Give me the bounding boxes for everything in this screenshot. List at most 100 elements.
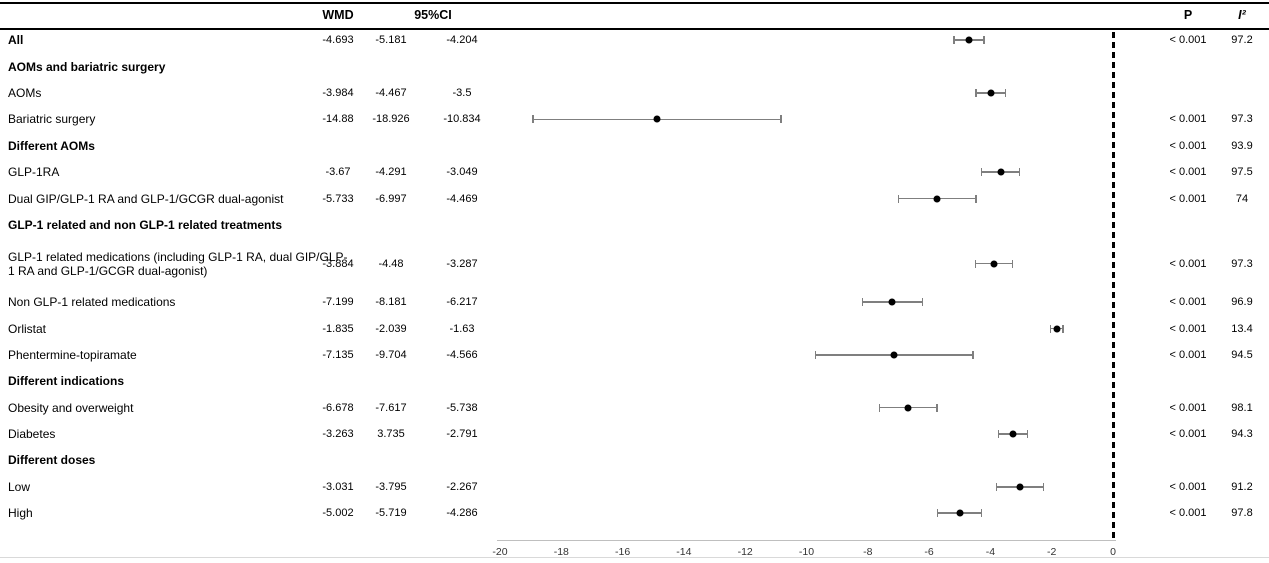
i2-value: 94.5 xyxy=(1231,348,1253,361)
ci-high-value: -10.834 xyxy=(443,113,481,126)
header-rule xyxy=(0,28,1269,30)
i2-value: 13.4 xyxy=(1231,322,1253,335)
ci-high-value: -4.566 xyxy=(446,348,478,361)
column-header-i2: I² xyxy=(1238,8,1246,22)
point-estimate-dot xyxy=(965,36,973,44)
p-value: < 0.001 xyxy=(1169,257,1207,270)
ci-high-value: -5.738 xyxy=(446,401,478,414)
wmd-value: -3.984 xyxy=(322,86,354,99)
ci-cap-left xyxy=(936,509,939,518)
row-label: Phentermine-topiramate xyxy=(8,347,137,362)
p-value: < 0.001 xyxy=(1169,322,1207,335)
forest-row: All -4.693 -5.181 -4.204 < 0.001 97.2 xyxy=(0,27,1269,53)
ci-cap-right xyxy=(972,350,974,359)
ci-low-value: -4.48 xyxy=(378,257,404,270)
row-label: Non GLP-1 related medications xyxy=(8,295,176,310)
wmd-value: -3.67 xyxy=(325,166,351,179)
ci-high-value: -3.5 xyxy=(452,86,472,99)
i2-value: 74 xyxy=(1235,192,1249,205)
forest-row: Orlistat -1.835 -2.039 -1.63 < 0.001 13.4 xyxy=(0,315,1269,341)
p-value: < 0.001 xyxy=(1169,480,1207,493)
wmd-value: -7.135 xyxy=(322,348,354,361)
wmd-value: -5.002 xyxy=(322,507,354,520)
ci-cap-left xyxy=(897,194,900,203)
ci-cap-left xyxy=(995,482,998,491)
ci-cap-left xyxy=(980,168,983,177)
ci-high-value: -3.049 xyxy=(446,166,478,179)
column-header-p: P xyxy=(1183,8,1193,22)
p-value: < 0.001 xyxy=(1169,166,1207,179)
subgroup-heading: Different AOMs xyxy=(8,138,95,153)
ci-low-value: 3.735 xyxy=(377,428,405,441)
forest-row: Bariatric surgery -14.88 -18.926 -10.834 < 0… xyxy=(0,106,1269,132)
x-tick-label: -12 xyxy=(737,546,753,558)
ci-high-value: -3.287 xyxy=(446,257,478,270)
row-label: AOMs xyxy=(8,85,42,100)
ci-cap-right xyxy=(780,115,782,124)
forest-row: AOMs and bariatric surgery xyxy=(0,53,1269,79)
ci-high-value: -4.469 xyxy=(446,192,478,205)
row-label: Obesity and overweight xyxy=(8,400,134,415)
subgroup-heading: Different indications xyxy=(8,374,125,389)
i2-value: 94.3 xyxy=(1231,428,1253,441)
wmd-value: -6.678 xyxy=(322,401,354,414)
i2-value: 98.1 xyxy=(1231,401,1253,414)
top-rule xyxy=(0,2,1269,4)
ci-low-value: -3.795 xyxy=(375,480,407,493)
ci-high-value: -4.204 xyxy=(446,34,478,47)
ci-cap-right xyxy=(1004,88,1007,97)
ci-cap-right xyxy=(1062,324,1064,333)
ci-low-value: -8.181 xyxy=(375,296,407,309)
i2-value: 96.9 xyxy=(1231,296,1253,309)
ci-cap-right xyxy=(1026,430,1029,439)
column-header-ci: 95%CI xyxy=(414,8,452,22)
wmd-value: -14.88 xyxy=(322,113,354,126)
ci-cap-left xyxy=(974,259,977,268)
ci-cap-left xyxy=(953,36,955,45)
p-value: < 0.001 xyxy=(1169,296,1207,309)
ci-high-value: -2.791 xyxy=(446,428,478,441)
x-tick-label: -10 xyxy=(798,546,815,558)
p-value: < 0.001 xyxy=(1169,507,1207,520)
column-header-wmd: WMD xyxy=(322,8,354,22)
x-tick-label: -6 xyxy=(924,546,934,558)
forest-row: Different indications xyxy=(0,368,1269,394)
ci-low-value: -5.181 xyxy=(375,34,407,47)
point-estimate-dot xyxy=(990,260,998,268)
ci-high-value: -4.286 xyxy=(446,507,478,520)
forest-row: High -5.002 -5.719 -4.286 < 0.001 97.8 xyxy=(0,500,1269,526)
ci-cap-left xyxy=(878,403,881,412)
x-tick-label: -20 xyxy=(492,546,508,558)
row-label: Diabetes xyxy=(8,427,56,442)
ci-low-value: -7.617 xyxy=(375,401,407,414)
x-tick-label: -2 xyxy=(1047,546,1057,558)
wmd-value: -3.031 xyxy=(322,480,354,493)
wmd-value: -1.835 xyxy=(322,322,354,335)
ci-cap-left xyxy=(975,88,977,97)
row-label: Bariatric surgery xyxy=(8,112,96,127)
ci-cap-right xyxy=(975,194,977,203)
p-value: < 0.001 xyxy=(1169,113,1207,126)
ci-high-value: -1.63 xyxy=(449,322,475,335)
ci-low-value: -5.719 xyxy=(375,507,407,520)
x-axis-tick-labels: -20 -18 -16 -14 -12 -10 -8 -6 -4 -2 0 xyxy=(0,546,1269,560)
subgroup-heading: Different doses xyxy=(8,453,96,468)
ci-cap-left xyxy=(814,350,817,359)
point-estimate-dot xyxy=(997,168,1004,176)
subgroup-heading: AOMs and bariatric surgery xyxy=(8,59,166,74)
x-tick-label: 0 xyxy=(1110,546,1116,558)
ci-cap-right xyxy=(936,403,938,412)
row-label: GLP-1RA xyxy=(8,165,60,180)
forest-row: Non GLP-1 related medications -7.199 -8.18… xyxy=(0,289,1269,315)
i2-value: 91.2 xyxy=(1231,480,1253,493)
p-value: < 0.001 xyxy=(1169,401,1207,414)
ci-low-value: -9.704 xyxy=(375,348,407,361)
ci-low-value: -6.997 xyxy=(375,192,407,205)
x-tick-label: -16 xyxy=(615,546,631,558)
ci-cap-left xyxy=(997,430,1000,439)
ci-high-value: -6.217 xyxy=(446,296,478,309)
ci-cap-right xyxy=(1018,168,1021,177)
x-axis-line xyxy=(497,540,1116,541)
p-value: < 0.001 xyxy=(1169,192,1207,205)
